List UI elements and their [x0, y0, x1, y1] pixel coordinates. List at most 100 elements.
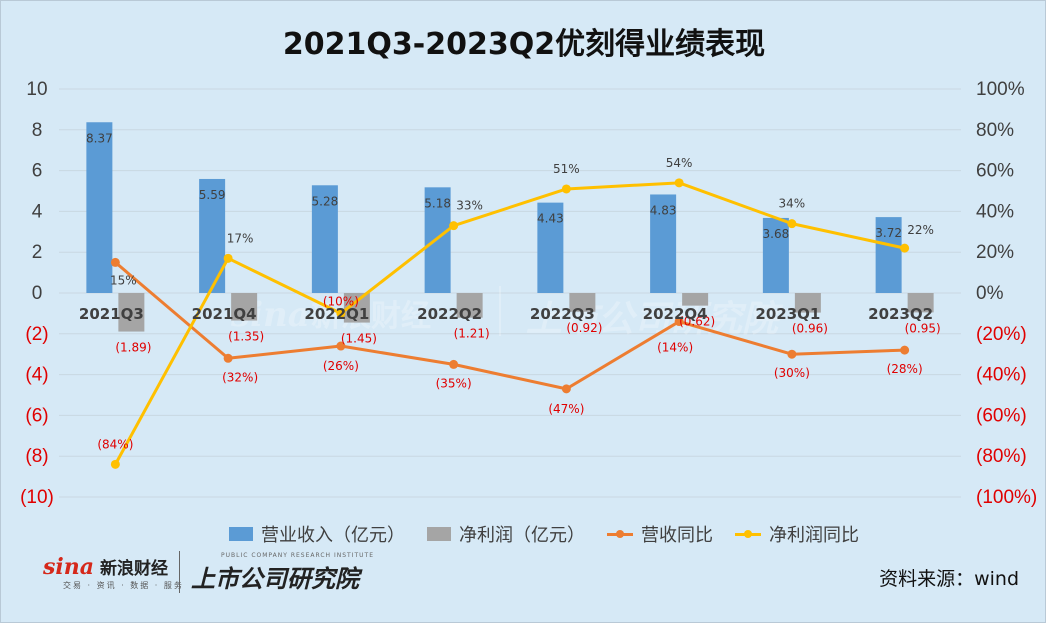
line-point-2: [561, 384, 571, 394]
legend-item-revenue: 营业收入（亿元）: [229, 521, 405, 547]
revenue-bar: [311, 185, 338, 293]
line-data-label-2: (30%): [774, 366, 810, 380]
line-point-2: [223, 353, 233, 363]
line-data-label-3: (10%): [323, 294, 359, 308]
line-point-3: [561, 184, 571, 194]
x-category-label: 2021Q3: [79, 305, 144, 323]
research-logo-en: PUBLIC COMPANY RESEARCH INSTITUTE: [221, 552, 374, 559]
net-profit-bar: [569, 293, 596, 312]
revenue-bar: [875, 217, 902, 293]
y-left-tick-label: 2: [32, 242, 43, 263]
revenue-bar: [424, 187, 451, 293]
y-left-tick-label: 4: [32, 201, 43, 222]
revenue-data-label: 4.43: [537, 212, 564, 226]
net-profit-bar: [907, 293, 934, 313]
line-point-2: [449, 359, 459, 369]
net-profit-data-label: (1.89): [115, 341, 151, 355]
line-data-label-3: 51%: [553, 162, 580, 176]
y-left-tick-label: 0: [32, 283, 43, 304]
logo-divider: [179, 551, 180, 593]
line-point-2: [110, 257, 120, 267]
revenue-data-label: 3.68: [763, 227, 790, 241]
line-data-label-3: 54%: [666, 156, 693, 170]
y-left-tick-label: (6): [25, 405, 48, 426]
line-point-3: [449, 221, 459, 231]
line-point-2: [674, 317, 684, 327]
line-data-label-2: (35%): [436, 376, 472, 390]
revenue-bar: [537, 202, 564, 293]
net-profit-data-label: (1.35): [228, 330, 264, 344]
sina-logo-word: sina: [43, 554, 94, 580]
line-data-label-3: 33%: [456, 199, 483, 213]
legend-swatch-net-profit: [427, 527, 451, 541]
net-profit-data-label: (0.62): [679, 315, 715, 329]
y-left-tick-label: (8): [25, 446, 48, 467]
watermark-sina-cn: 新浪财经: [311, 299, 431, 334]
line-point-2: [787, 349, 797, 359]
sina-logo-cn: 新浪财经: [100, 559, 168, 579]
x-category-label: 2023Q1: [755, 305, 820, 323]
line-data-label-3: 17%: [227, 231, 254, 245]
revenue-bar: [650, 194, 677, 293]
line-data-label-3: 34%: [779, 197, 806, 211]
net-profit-bar: [118, 293, 145, 332]
y-left-tick-label: 8: [32, 120, 43, 141]
y-left-tick-label: 10: [26, 79, 47, 100]
x-category-label: 2022Q1: [304, 305, 369, 323]
revenue-bar: [762, 217, 789, 293]
legend-swatch-revenue: [229, 527, 253, 541]
legend-item-revenue-yoy: 营收同比: [607, 521, 713, 547]
y-left-tick-label: (4): [25, 365, 48, 386]
chart-title: 2021Q3-2023Q2优刻得业绩表现: [282, 27, 766, 62]
y-left-tick-label: (10): [20, 487, 54, 508]
net-profit-bar: [456, 293, 483, 318]
line-point-3: [674, 178, 684, 188]
legend-item-net-profit-yoy: 净利润同比: [735, 521, 859, 547]
y-right-tick-label: 20%: [976, 242, 1014, 263]
watermark-divider: [499, 286, 501, 336]
line-point-3: [110, 459, 120, 469]
sina-logo-sub: 交易 · 资讯 · 数据 · 服务: [63, 581, 184, 590]
y-right-tick-label: 0%: [976, 283, 1004, 304]
line-data-label-2: (32%): [222, 370, 258, 384]
watermark-research: 上市公司研究院: [526, 299, 784, 340]
line-point-3: [336, 308, 346, 318]
net-profit-data-label: (1.21): [454, 327, 490, 341]
line-data-label-2: (26%): [323, 359, 359, 373]
x-category-label: 2021Q4: [192, 305, 257, 323]
y-left-tick-label: 6: [32, 161, 43, 182]
x-category-label: 2022Q4: [643, 305, 708, 323]
research-logo-cn: 上市公司研究院: [191, 565, 359, 593]
y-right-tick-label: (100%): [976, 487, 1037, 508]
legend-label-revenue-yoy: 营收同比: [641, 525, 713, 546]
y-right-tick-label: (40%): [976, 365, 1027, 386]
research-institute-logo: PUBLIC COMPANY RESEARCH INSTITUTE 上市公司研究…: [191, 552, 374, 594]
line-point-3: [223, 253, 233, 263]
revenue-data-label: 5.28: [312, 194, 339, 208]
x-category-label: 2023Q2: [868, 305, 933, 323]
y-right-tick-label: (20%): [976, 324, 1027, 345]
y-right-tick-label: (80%): [976, 446, 1027, 467]
revenue-bar: [86, 122, 113, 293]
legend-swatch-revenue-yoy: [607, 529, 633, 538]
y-right-tick-label: 80%: [976, 120, 1014, 141]
x-category-label: 2022Q2: [417, 305, 482, 323]
line-point-2: [900, 345, 910, 355]
net-profit-data-label: (0.95): [905, 321, 941, 335]
legend-label-net-profit-yoy: 净利润同比: [769, 525, 859, 546]
revenue-data-label: 5.18: [424, 196, 451, 210]
line-2: [114, 261, 905, 391]
legend-label-revenue: 营业收入（亿元）: [261, 525, 405, 546]
revenue-data-label: 3.72: [875, 226, 902, 240]
line-data-label-3: (84%): [97, 437, 133, 451]
revenue-data-label: 4.83: [650, 203, 677, 217]
y-right-tick-label: 40%: [976, 201, 1014, 222]
y-right-tick-label: 60%: [976, 161, 1014, 182]
legend-item-net-profit: 净利润（亿元）: [427, 521, 585, 547]
net-profit-data-label: (0.96): [792, 322, 828, 336]
legend: 营业收入（亿元） 净利润（亿元） 营收同比 净利润同比: [229, 521, 881, 547]
line-data-label-3: 22%: [907, 223, 934, 237]
revenue-data-label: 8.37: [86, 131, 113, 145]
